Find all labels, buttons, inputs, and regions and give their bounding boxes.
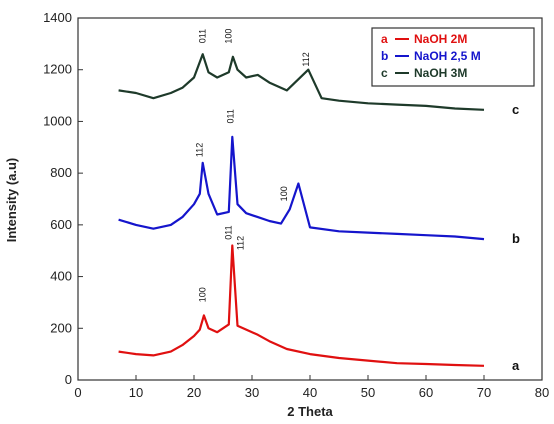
- y-tick-label: 400: [50, 269, 72, 284]
- x-tick-label: 20: [187, 385, 201, 400]
- y-axis-title: Intensity (a.u): [4, 158, 19, 243]
- series-line-c: [118, 53, 485, 111]
- y-tick-label: 0: [65, 372, 72, 387]
- peak-label: 100: [198, 287, 208, 302]
- peak-label: 112: [235, 236, 245, 250]
- y-tick-label: 1000: [43, 113, 72, 128]
- series-line-a: [118, 244, 485, 367]
- y-tick-label: 600: [50, 217, 72, 232]
- series-line-b: [118, 135, 485, 241]
- x-tick-label: 30: [245, 385, 259, 400]
- peak-label: 112: [195, 143, 205, 157]
- legend-items: a NaOH 2M b NaOH 2,5 M c NaOH 3M: [381, 32, 481, 80]
- legend-label-c: NaOH 3M: [414, 66, 467, 80]
- legend-label-b: NaOH 2,5 M: [414, 49, 481, 63]
- x-tick-label: 80: [535, 385, 549, 400]
- legend-code-c: c: [381, 66, 388, 80]
- x-tick-label: 10: [129, 385, 143, 400]
- legend: a NaOH 2M b NaOH 2,5 M c NaOH 3M: [371, 27, 535, 87]
- peak-label: 011: [225, 109, 235, 123]
- y-tick-label: 800: [50, 165, 72, 180]
- peak-label: 011: [224, 225, 234, 239]
- series-letter-a: a: [512, 358, 520, 373]
- y-axis-ticks: 0 200 400 600 800 1000 1200 1400: [43, 10, 83, 387]
- x-tick-label: 70: [477, 385, 491, 400]
- series-letter-b: b: [512, 231, 520, 246]
- x-axis-ticks: 0 10 20 30 40 50 60 70 80: [74, 375, 549, 400]
- legend-code-a: a: [381, 32, 388, 46]
- peak-label: 011: [198, 29, 208, 43]
- peak-label: 100: [279, 186, 289, 201]
- x-axis-title: 2 Theta: [287, 404, 333, 419]
- y-tick-label: 1400: [43, 10, 72, 25]
- legend-label-a: NaOH 2M: [414, 32, 467, 46]
- peak-label: 112: [301, 52, 311, 66]
- x-tick-label: 0: [74, 385, 81, 400]
- legend-code-b: b: [381, 49, 388, 63]
- series-letter-layer: a b c: [512, 102, 520, 373]
- x-tick-label: 40: [303, 385, 317, 400]
- x-tick-label: 50: [361, 385, 375, 400]
- y-tick-label: 200: [50, 320, 72, 335]
- series-layer: [118, 53, 485, 367]
- peak-label: 100: [224, 29, 234, 44]
- y-tick-label: 1200: [43, 62, 72, 77]
- x-tick-label: 60: [419, 385, 433, 400]
- series-letter-c: c: [512, 102, 519, 117]
